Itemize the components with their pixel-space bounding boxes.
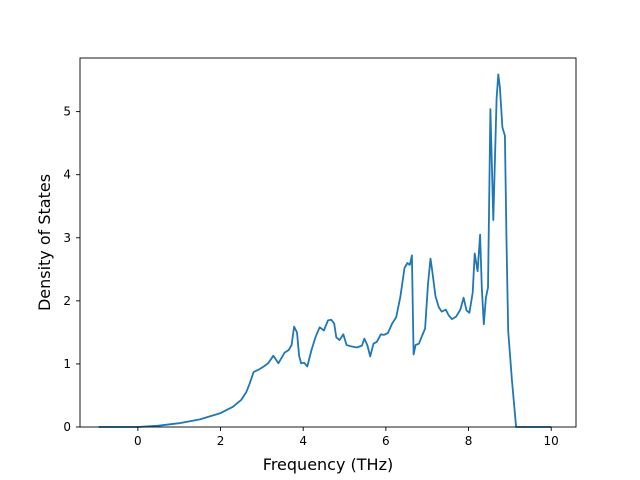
x-tick-label: 6 [382, 434, 390, 448]
y-tick-label: 4 [63, 168, 71, 182]
y-axis-label: Density of States [35, 174, 54, 311]
y-tick-label: 2 [63, 294, 71, 308]
x-tick-label: 8 [465, 434, 473, 448]
x-tick-label: 4 [299, 434, 307, 448]
y-tick-label: 3 [63, 231, 71, 245]
y-tick-label: 1 [63, 357, 71, 371]
x-axis-label: Frequency (THz) [263, 455, 393, 474]
x-tick-label: 10 [544, 434, 559, 448]
y-tick-label: 0 [63, 420, 71, 434]
x-tick-label: 0 [134, 434, 142, 448]
axes-frame [79, 57, 577, 428]
y-axis-ticks: 0 1 2 3 4 5 [63, 105, 80, 434]
x-axis-ticks: 0 2 4 6 8 10 [134, 427, 559, 448]
x-tick-label: 2 [217, 434, 225, 448]
y-tick-label: 5 [63, 105, 71, 119]
series-line-dos [98, 73, 552, 428]
plot-area [98, 73, 552, 428]
